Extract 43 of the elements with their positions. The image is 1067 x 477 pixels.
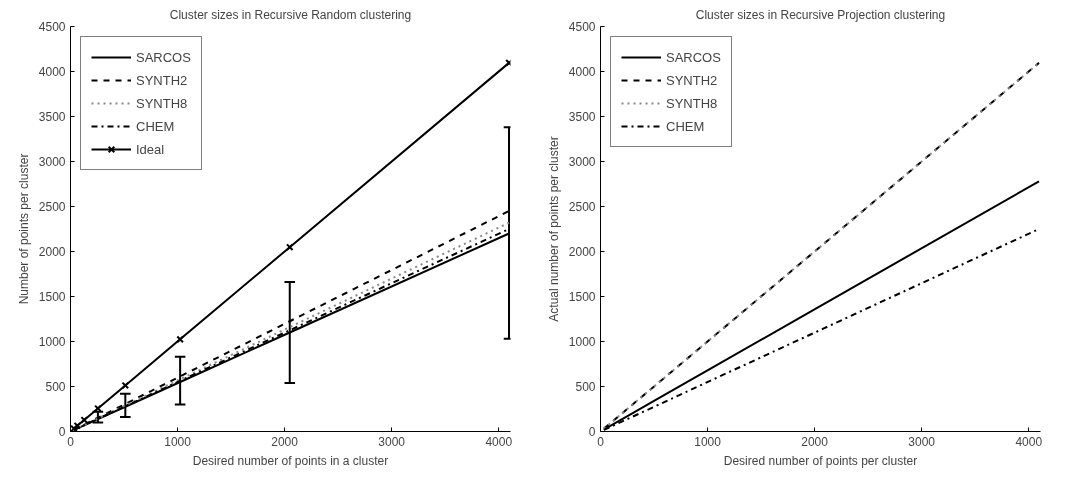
legend-label: SYNTH2 [666,72,718,88]
x-tick-label: 2000 [801,434,829,449]
y-tick-label: 500 [575,380,596,394]
legend-label: SARCOS [136,49,191,65]
chart-title: Cluster sizes in Recursive Projection clustering [695,7,946,22]
y-axis-title: Number of points per cluster [16,153,31,305]
y-tick-label: 4000 [38,65,66,79]
legend-label: SYNTH2 [136,72,188,88]
legend-label: SARCOS [666,49,721,65]
x-tick-label: 1000 [694,434,722,449]
x-tick-label: 4000 [485,434,513,449]
y-tick-label: 1000 [568,335,596,349]
y-tick-label: 4500 [568,20,596,34]
y-tick-label: 0 [58,425,66,439]
y-tick-label: 3000 [568,155,596,169]
y-tick-label: 1000 [38,335,66,349]
y-tick-label: 1500 [568,290,596,304]
y-tick-label: 1500 [38,290,66,304]
y-tick-label: 4500 [38,20,66,34]
legend-label: CHEM [666,118,705,134]
x-axis-title: Desired number of points in a cluster [192,453,389,468]
legend-label: SYNTH8 [136,95,188,111]
y-tick-label: 4000 [568,65,596,79]
legend-label: CHEM [136,118,175,134]
y-tick-label: 2000 [568,245,596,259]
x-axis-title: Desired number of points per cluster [723,453,918,468]
y-tick-label: 2000 [38,245,66,259]
y-axis-title: Actual number of points per cluster [546,136,561,322]
y-tick-label: 3500 [38,110,66,124]
y-tick-label: 3000 [38,155,66,169]
y-tick-label: 3500 [568,110,596,124]
y-tick-label: 2500 [38,200,66,214]
y-tick-label: 2500 [568,200,596,214]
x-tick-label: 2000 [271,434,299,449]
x-tick-label: 3000 [378,434,406,449]
legend-label: Ideal [136,141,165,157]
chart-title: Cluster sizes in Recursive Random clustering [169,7,412,22]
y-tick-label: 0 [588,425,596,439]
x-tick-label: 1000 [164,434,192,449]
x-tick-label: 4000 [1015,434,1043,449]
x-tick-label: 3000 [908,434,936,449]
legend-label: SYNTH8 [666,95,718,111]
y-tick-label: 500 [45,380,66,394]
